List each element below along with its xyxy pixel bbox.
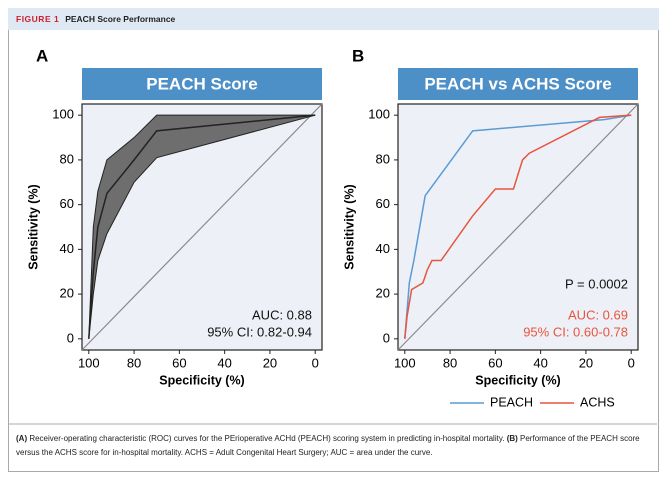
y-tick-label: 100	[368, 107, 390, 122]
x-tick-label: 100	[394, 355, 416, 370]
reference-line	[397, 103, 639, 351]
y-tick-label: 0	[383, 330, 390, 345]
annotation: P = 0.0002	[565, 276, 628, 291]
title-banner	[398, 68, 638, 100]
reference-line	[81, 103, 323, 351]
x-tick-label: 0	[628, 355, 635, 370]
x-tick-label: 80	[443, 355, 457, 370]
y-tick-label: 80	[376, 151, 390, 166]
caption-text: Receiver-operating characteristic (ROC) …	[27, 434, 507, 443]
legend-label: ACHS	[580, 395, 615, 409]
y-axis-label: Sensitivity (%)	[26, 184, 40, 269]
x-tick-label: 60	[172, 355, 186, 370]
confidence-band	[88, 114, 316, 339]
figure-label: FIGURE 1	[16, 14, 60, 24]
y-tick-label: 80	[60, 151, 74, 166]
charts: A PEACH Score 100 80 60 40 20 0 0 20 40 60 80 100 Spec…	[9, 46, 657, 425]
y-tick-label: 40	[376, 241, 390, 256]
caption-ref: (A)	[16, 434, 28, 443]
chart-title: PEACH Score	[146, 74, 257, 93]
annotation: 95% CI: 0.82-0.94	[207, 324, 312, 339]
header: FIGURE 1 PEACH Score Performance	[8, 8, 659, 30]
y-tick-label: 20	[60, 286, 74, 301]
x-tick-label: 60	[488, 355, 502, 370]
roc-curve	[88, 114, 316, 339]
x-axis-label: Specificity (%)	[475, 373, 560, 387]
annotation: 95% CI: 0.60-0.78	[523, 324, 628, 339]
figure-title: PEACH Score Performance	[65, 14, 176, 24]
x-tick-label: 20	[579, 355, 593, 370]
y-tick-label: 40	[60, 241, 74, 256]
panel-label: B	[352, 46, 364, 65]
title-banner	[82, 68, 322, 100]
x-tick-label: 40	[533, 355, 547, 370]
roc-curve	[404, 114, 632, 339]
x-axis-label: Specificity (%)	[159, 373, 244, 387]
y-tick-label: 20	[376, 286, 390, 301]
x-tick-label: 20	[263, 355, 277, 370]
frame	[8, 30, 659, 472]
x-tick-label: 80	[127, 355, 141, 370]
roc-curve	[404, 114, 632, 339]
caption-text: Performance of the PEACH score versus th…	[16, 434, 640, 457]
x-tick-label: 0	[312, 355, 319, 370]
annotation: AUC: 0.88	[252, 307, 312, 322]
y-tick-label: 100	[52, 107, 74, 122]
annotation: AUC: 0.69	[568, 307, 628, 322]
y-tick-label: 0	[67, 330, 74, 345]
y-axis-label: Sensitivity (%)	[342, 184, 356, 269]
caption: (A) Receiver-operating characteristic (R…	[16, 432, 652, 460]
y-tick-label: 60	[60, 196, 74, 211]
caption-ref: (B)	[506, 434, 518, 443]
y-tick-label: 60	[376, 196, 390, 211]
x-tick-label: 40	[217, 355, 231, 370]
legend-label: PEACH	[490, 395, 533, 409]
panel-label: A	[36, 46, 48, 65]
x-tick-label: 100	[78, 355, 100, 370]
chart-title: PEACH vs ACHS Score	[424, 74, 611, 93]
